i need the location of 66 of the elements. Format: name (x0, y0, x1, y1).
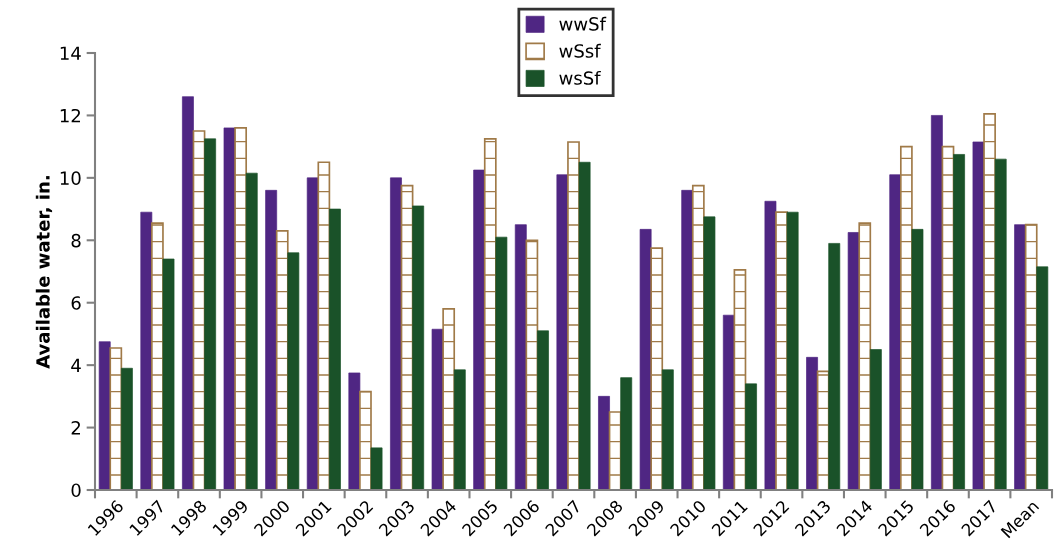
bar (162, 258, 175, 490)
bar (390, 177, 402, 490)
legend-label: wsSf (559, 70, 601, 85)
bar (847, 232, 860, 490)
bar (473, 169, 486, 490)
bar (453, 369, 466, 490)
bar (537, 330, 549, 490)
bar (483, 138, 497, 490)
bar (972, 141, 985, 490)
bar (681, 189, 694, 490)
bar (661, 369, 674, 490)
y-tick-label: 12 (60, 108, 80, 123)
y-tick-label: 0 (71, 483, 81, 498)
bar (745, 383, 757, 490)
bar (733, 269, 747, 490)
bar (556, 174, 569, 490)
bar (953, 154, 965, 490)
bar (899, 145, 913, 490)
bar (1036, 266, 1049, 490)
legend-label: wwSf (559, 16, 607, 31)
bar (620, 377, 633, 490)
bar (598, 396, 610, 490)
bar (287, 252, 300, 490)
bar (703, 216, 716, 490)
bar (204, 138, 217, 490)
bar (182, 96, 194, 490)
bar (245, 172, 258, 490)
bar (514, 224, 527, 490)
bar (764, 200, 777, 490)
bar (806, 356, 818, 490)
y-tick-label: 4 (71, 358, 81, 372)
bar (930, 115, 943, 490)
y-tick-label: 8 (71, 233, 81, 248)
bar (370, 447, 383, 490)
bar (1014, 224, 1026, 490)
bar (431, 328, 444, 490)
bar (317, 161, 331, 490)
bar (722, 314, 735, 490)
bar (234, 127, 248, 490)
y-tick-label: 14 (60, 46, 81, 60)
bar (265, 189, 278, 490)
bar (329, 208, 341, 490)
y-axis-title: Available water, in. (35, 176, 53, 369)
bar (412, 205, 425, 490)
bar (140, 211, 153, 490)
y-tick-label: 2 (71, 421, 80, 435)
bar (786, 211, 799, 490)
bar (121, 367, 133, 490)
bar (889, 174, 902, 490)
bar (828, 243, 841, 490)
bar (911, 229, 924, 490)
y-tick-label: 10 (60, 171, 81, 185)
bar (495, 236, 508, 490)
bar (858, 222, 872, 490)
legend-label: wSsf (559, 43, 601, 58)
bar (348, 372, 361, 490)
y-tick-label: 6 (71, 296, 81, 310)
bar (223, 127, 236, 490)
bar (578, 161, 591, 490)
bar (869, 349, 882, 490)
bar (994, 158, 1007, 490)
bar (442, 308, 456, 490)
bar (109, 347, 123, 490)
bar (359, 390, 372, 490)
bar (650, 247, 664, 490)
bar (639, 229, 652, 490)
